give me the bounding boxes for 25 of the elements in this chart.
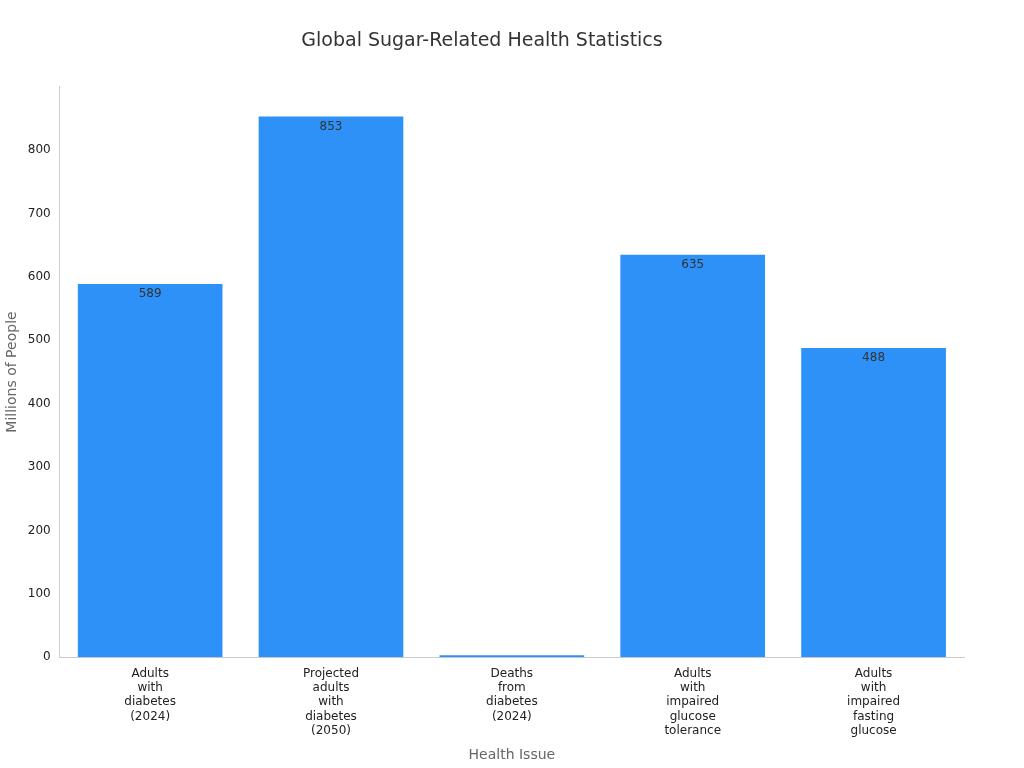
x-tick-label: Projected adults with diabetes (2050) (302, 665, 360, 738)
y-tick-label: 700 (27, 205, 51, 220)
bar (77, 283, 223, 658)
y-tick-label: 600 (27, 269, 51, 284)
x-tick-label: Deaths from diabetes (2024) (486, 665, 538, 723)
chart-title: Global Sugar-Related Health Statistics (301, 28, 663, 51)
y-tick-label: 500 (27, 332, 51, 347)
x-tick-label: Adults with impaired fasting glucose (847, 665, 901, 738)
y-tick-label: 800 (27, 142, 51, 157)
y-tick-label: 0 (43, 649, 51, 664)
y-tick-label: 300 (27, 459, 51, 474)
bar (620, 254, 766, 658)
data-label: 635 (681, 256, 705, 271)
x-tick-label: Adults with impaired glucose tolerance (664, 665, 722, 738)
y-tick-label: 200 (27, 522, 51, 537)
data-label: 488 (862, 350, 886, 365)
bar (258, 116, 404, 658)
data-label: 589 (138, 286, 162, 301)
y-tick-label: 100 (27, 585, 51, 600)
y-tick-label: 400 (27, 395, 51, 410)
bar (801, 347, 946, 658)
y-axis-title: Millions of People (3, 311, 20, 433)
x-tick-label: Adults with diabetes (2024) (124, 665, 176, 723)
x-axis-title: Health Issue (468, 746, 556, 763)
data-label: 853 (319, 118, 343, 133)
